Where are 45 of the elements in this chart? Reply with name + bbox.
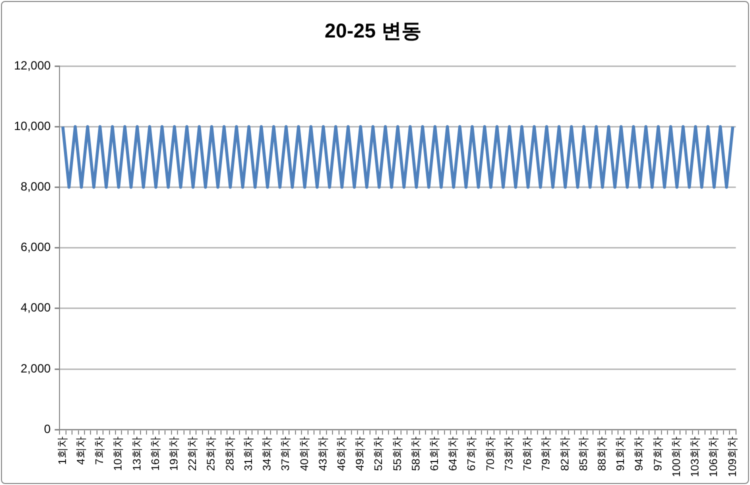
x-tick-label: 109회차 — [726, 436, 739, 478]
x-tick-label: 91회차 — [615, 436, 628, 471]
x-tick-label: 100회차 — [670, 436, 683, 478]
x-tick-label: 34회차 — [262, 436, 274, 471]
x-tick-label: 97회차 — [652, 436, 664, 471]
x-tick-label: 61회차 — [429, 436, 442, 471]
x-tick-label: 70회차 — [484, 436, 497, 471]
x-tick-label: 73회차 — [503, 436, 516, 471]
x-tick-label: 67회차 — [466, 436, 478, 471]
x-tick-label: 25회차 — [206, 436, 218, 471]
y-tick-label: 2,000 — [20, 361, 52, 376]
y-tick-label: 12,000 — [14, 58, 52, 72]
x-tick-label: 88회차 — [596, 436, 609, 471]
x-tick-label: 52회차 — [373, 436, 386, 471]
x-tick-label: 94회차 — [634, 436, 646, 471]
x-tick-label: 76회차 — [522, 436, 534, 471]
x-tick-label: 40회차 — [298, 436, 311, 471]
x-tick-label: 13회차 — [131, 436, 144, 471]
x-tick-label: 82회차 — [559, 436, 572, 471]
y-tick-label: 0 — [44, 422, 52, 436]
x-tick-label: 28회차 — [224, 436, 236, 471]
x-tick-label: 46회차 — [336, 436, 348, 471]
x-tick-label: 43회차 — [317, 436, 330, 471]
x-tick-label: 31회차 — [242, 436, 255, 471]
x-tick-label: 64회차 — [448, 436, 460, 471]
x-tick-label: 79회차 — [540, 436, 553, 471]
x-tick-label: 19회차 — [168, 436, 180, 471]
x-tick-label: 4회차 — [75, 436, 88, 465]
x-tick-label: 58회차 — [410, 436, 422, 471]
x-tick-label: 103회차 — [690, 436, 702, 478]
x-tick-label: 85회차 — [578, 436, 590, 471]
x-tick-label: 7회차 — [94, 436, 106, 465]
x-tick-label: 16회차 — [150, 436, 162, 471]
y-tick-label: 10,000 — [14, 118, 52, 133]
chart-title: 20-25 변동 — [324, 20, 422, 43]
y-tick-label: 6,000 — [20, 240, 52, 254]
x-tick-label: 10회차 — [112, 436, 125, 471]
x-tick-label: 37회차 — [280, 436, 292, 471]
x-tick-label: 49회차 — [354, 436, 367, 471]
y-tick-label: 4,000 — [20, 300, 52, 315]
y-tick-label: 8,000 — [20, 180, 52, 194]
x-tick-label: 1회차 — [56, 436, 69, 465]
x-tick-label: 22회차 — [187, 436, 200, 471]
x-tick-label: 55회차 — [392, 436, 404, 471]
x-tick-label: 106회차 — [708, 436, 720, 478]
